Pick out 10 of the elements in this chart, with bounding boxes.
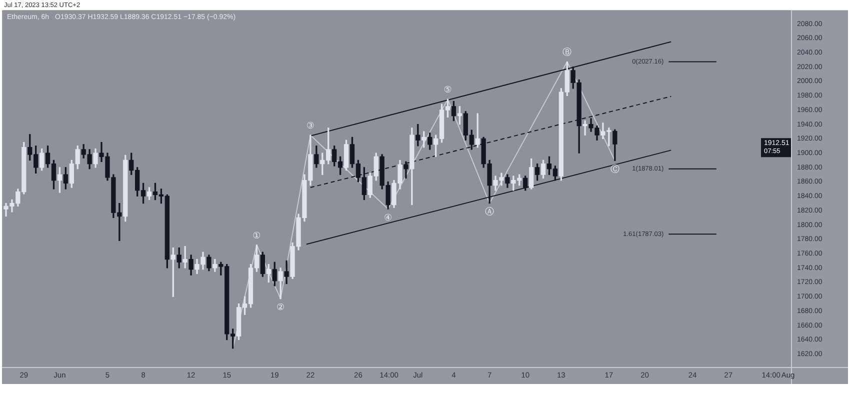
- annotation: ①: [252, 231, 261, 242]
- annotation: Ⓒ: [610, 164, 620, 176]
- annotation: Ⓑ: [562, 47, 572, 58]
- annotation: ③: [306, 121, 314, 132]
- annotation: ④: [384, 213, 392, 224]
- annotation: ②: [276, 303, 285, 314]
- candlestick: [582, 120, 588, 136]
- annotation: Ⓐ: [485, 206, 494, 218]
- candlestick: [182, 246, 188, 268]
- annotation: ⑤: [444, 86, 452, 96]
